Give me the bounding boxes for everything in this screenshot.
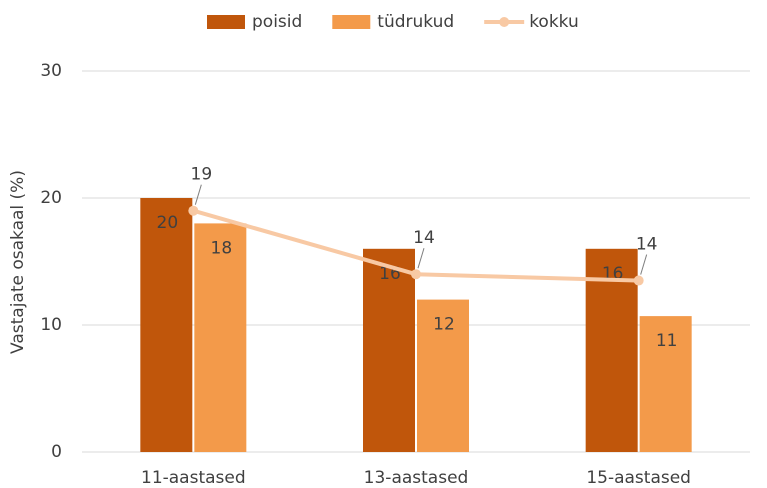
y-tick-label: 20 [40, 188, 62, 208]
line-value-label: 14 [413, 228, 435, 248]
x-tick-label: 15-aastased [586, 468, 691, 488]
y-tick-label: 0 [51, 442, 62, 462]
legend-label: kokku [529, 12, 579, 32]
bar [194, 223, 247, 452]
leader-line [640, 254, 648, 275]
line-value-label: 19 [191, 165, 213, 185]
legend-marker [499, 17, 510, 27]
leader-line [194, 184, 202, 205]
bar [639, 316, 692, 452]
y-tick-label: 10 [40, 315, 62, 335]
x-tick-label: 11-aastased [141, 468, 246, 488]
bar [363, 248, 415, 452]
line-point [633, 275, 644, 286]
line-point [411, 269, 421, 280]
bar [140, 198, 193, 452]
y-axis-label: Vastajate osakaal (%) [8, 170, 28, 354]
line-point [188, 205, 199, 216]
bar-value-label: 20 [157, 213, 179, 233]
legend-swatch [332, 15, 371, 29]
legend-label: poisid [252, 12, 302, 32]
x-tick-label: 13-aastased [364, 468, 469, 488]
line-value-label: 14 [636, 235, 658, 255]
leader-line [417, 248, 425, 269]
legend-label: tüdrukud [377, 12, 454, 32]
bar-value-label: 12 [433, 315, 455, 335]
bar [585, 248, 638, 452]
bar-value-label: 11 [656, 331, 678, 351]
legend-swatch [207, 15, 245, 29]
y-tick-label: 30 [40, 61, 62, 81]
bar [417, 299, 469, 452]
bar-value-label: 18 [211, 238, 233, 258]
